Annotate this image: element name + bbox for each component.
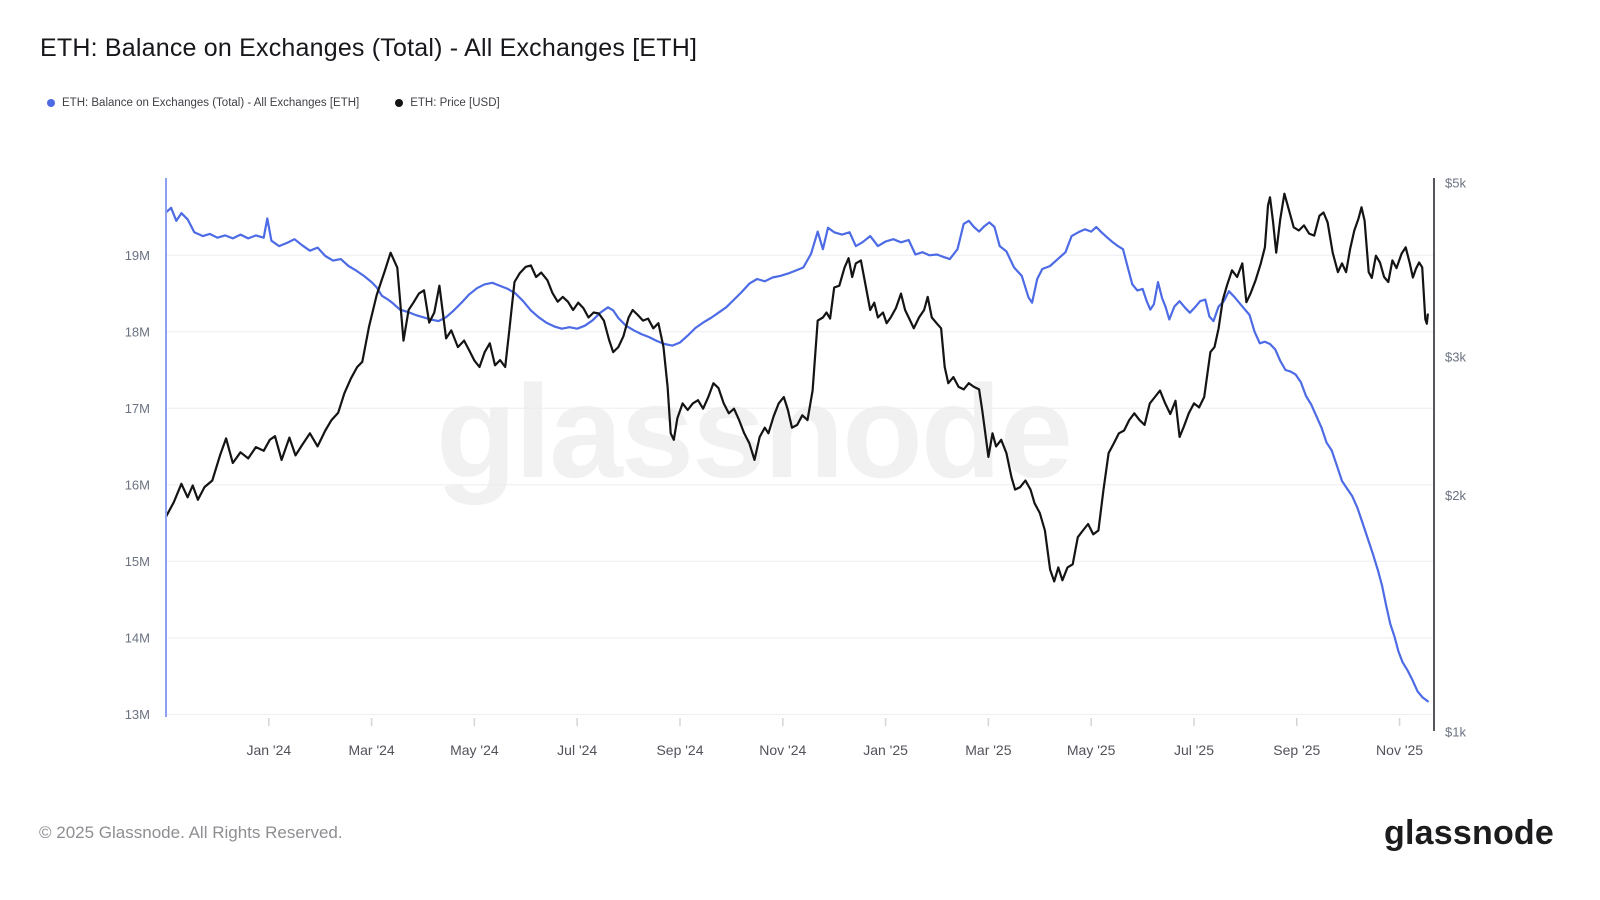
left-tick-label: 15M bbox=[125, 554, 150, 569]
balance-series-dot-icon bbox=[47, 99, 55, 107]
copyright-text: © 2025 Glassnode. All Rights Reserved. bbox=[39, 823, 343, 842]
legend-item-price-label: ETH: Price [USD] bbox=[410, 97, 500, 109]
legend-item-price[interactable]: ETH: Price [USD] bbox=[395, 97, 500, 109]
x-tick-label: May '24 bbox=[450, 742, 499, 758]
legend-item-balance[interactable]: ETH: Balance on Exchanges (Total) - All … bbox=[47, 97, 359, 109]
x-tick-label: Jan '25 bbox=[863, 742, 908, 758]
right-tick-label: $3k bbox=[1445, 350, 1466, 365]
legend-item-balance-label: ETH: Balance on Exchanges (Total) - All … bbox=[62, 97, 360, 109]
left-tick-label: 13M bbox=[125, 707, 150, 722]
x-tick-label: Jul '25 bbox=[1174, 742, 1214, 758]
x-tick-label: Jul '24 bbox=[557, 742, 597, 758]
glassnode-logo: glassnode bbox=[1384, 814, 1554, 852]
right-tick-label: $2k bbox=[1445, 488, 1466, 503]
left-tick-label: 18M bbox=[125, 324, 150, 339]
x-tick-label: Nov '25 bbox=[1376, 742, 1423, 758]
right-tick-label: $1k bbox=[1445, 725, 1466, 740]
left-tick-label: 16M bbox=[125, 477, 150, 492]
x-tick-label: Mar '24 bbox=[348, 742, 394, 758]
price-series-dot-icon bbox=[395, 99, 404, 107]
page-title: ETH: Balance on Exchanges (Total) - All … bbox=[40, 34, 698, 62]
x-tick-label: Nov '24 bbox=[759, 742, 806, 758]
x-tick-label: Sep '25 bbox=[1273, 742, 1320, 758]
chart-legend: ETH: Balance on Exchanges (Total) - All … bbox=[47, 97, 500, 109]
x-tick-label: Sep '24 bbox=[656, 742, 703, 758]
price-line[interactable] bbox=[164, 192, 1429, 583]
balance-line[interactable] bbox=[164, 206, 1429, 703]
x-tick-label: Jan '24 bbox=[246, 742, 291, 758]
left-tick-label: 19M bbox=[125, 248, 150, 263]
x-tick-label: Mar '25 bbox=[965, 742, 1011, 758]
left-tick-label: 17M bbox=[125, 401, 150, 416]
right-tick-label: $5k bbox=[1445, 175, 1466, 190]
left-tick-label: 14M bbox=[125, 630, 150, 645]
x-tick-label: May '25 bbox=[1067, 742, 1116, 758]
